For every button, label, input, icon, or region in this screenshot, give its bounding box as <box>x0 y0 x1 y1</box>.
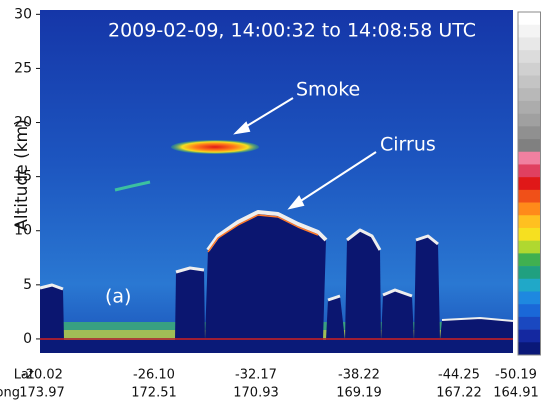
x-row-name: Long <box>0 386 20 401</box>
colorbar-cell <box>518 12 541 26</box>
plot-image <box>39 10 514 353</box>
x-tick-label: 167.22 <box>436 386 482 401</box>
annotation: (a) <box>105 286 131 308</box>
colorbar-cell <box>518 215 541 229</box>
colorbar-cell <box>518 329 541 343</box>
y-axis-label: Altitude (km) <box>12 119 32 231</box>
y-tick-label: 20 <box>14 115 32 131</box>
annotation: Cirrus <box>380 134 436 156</box>
colorbar-cell <box>518 316 541 330</box>
colorbar-cell <box>518 139 541 153</box>
x-tick-label: -26.10 <box>133 368 175 383</box>
y-tick-label: 5 <box>23 277 32 293</box>
colorbar-cell <box>518 164 541 178</box>
y-tick-label: 10 <box>14 223 32 239</box>
x-tick-label: -38.22 <box>338 368 380 383</box>
colorbar-cell <box>518 291 541 305</box>
y-tick-label: 25 <box>14 60 32 76</box>
colorbar-cell <box>518 151 541 165</box>
colorbar-cell <box>518 227 541 241</box>
colorbar-cell <box>518 24 541 38</box>
colorbar-cell <box>518 75 541 89</box>
x-tick-label: 172.51 <box>131 386 177 401</box>
x-tick-label: -32.17 <box>235 368 277 383</box>
annotation: Smoke <box>296 79 360 101</box>
x-row-name: Lat <box>14 368 34 383</box>
colorbar-cell <box>518 62 541 76</box>
colorbar-cell <box>518 177 541 191</box>
colorbar-cell <box>518 253 541 267</box>
x-tick-label: 170.93 <box>233 386 279 401</box>
colorbar-cell <box>518 342 541 356</box>
x-tick-label: 164.91 <box>493 386 539 401</box>
colorbar-cell <box>518 189 541 203</box>
colorbar <box>517 11 541 356</box>
y-tick-label: 15 <box>14 169 32 185</box>
colorbar-cell <box>518 202 541 216</box>
chart-title: 2009-02-09, 14:00:32 to 14:08:58 UTC <box>108 20 476 42</box>
y-tick-label: 30 <box>14 6 32 22</box>
x-tick-label: -50.19 <box>495 368 537 383</box>
colorbar-cell <box>518 278 541 292</box>
colorbar-cell <box>518 113 541 127</box>
x-tick-label: -44.25 <box>438 368 480 383</box>
colorbar-cell <box>518 50 541 64</box>
colorbar-cell <box>518 304 541 318</box>
colorbar-cell <box>518 266 541 280</box>
y-tick-label: 0 <box>23 331 32 347</box>
x-tick-label: 173.97 <box>19 386 65 401</box>
colorbar-cell <box>518 240 541 254</box>
x-tick-label: 169.19 <box>336 386 382 401</box>
colorbar-cell <box>518 100 541 114</box>
colorbar-cell <box>518 126 541 140</box>
colorbar-cell <box>518 88 541 102</box>
colorbar-cell <box>518 37 541 51</box>
x-tick-label: -20.02 <box>21 368 63 383</box>
